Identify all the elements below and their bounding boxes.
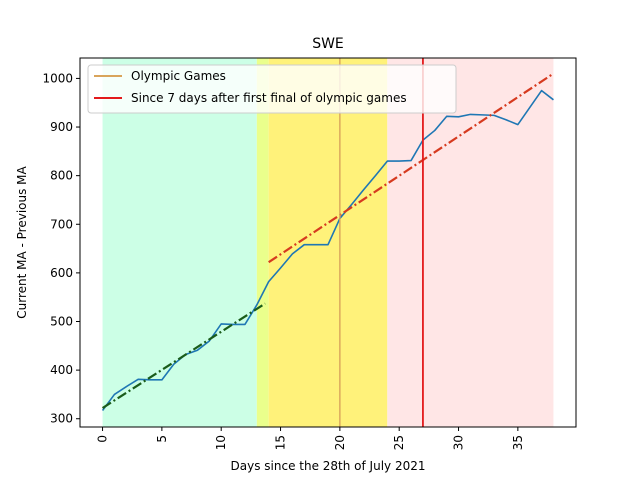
x-tick-label: 35 xyxy=(511,435,525,450)
shaded-region-1 xyxy=(256,58,269,427)
chart-title: SWE xyxy=(312,36,344,52)
y-tick-label: 800 xyxy=(50,169,73,183)
x-tick-label: 25 xyxy=(392,435,406,450)
y-tick-label: 300 xyxy=(50,412,73,426)
x-axis-label: Days since the 28th of July 2021 xyxy=(231,459,426,473)
shaded-region-2 xyxy=(268,58,388,427)
x-tick-label: 0 xyxy=(96,435,110,443)
series-line-1 xyxy=(101,302,266,409)
legend-box xyxy=(87,64,457,114)
x-tick-label: 5 xyxy=(155,435,169,443)
y-tick-label: 600 xyxy=(50,266,73,280)
y-tick-label: 700 xyxy=(50,217,73,231)
y-tick-label: 500 xyxy=(50,315,73,329)
legend-label: Since 7 days after first final of olympi… xyxy=(131,91,407,105)
x-tick-label: 30 xyxy=(452,435,466,450)
series-line-2 xyxy=(268,72,555,264)
y-tick-label: 1000 xyxy=(42,71,73,85)
y-tick-label: 400 xyxy=(50,363,73,377)
x-tick-label: 10 xyxy=(214,435,228,450)
x-tick-label: 20 xyxy=(333,435,347,450)
shaded-region-0 xyxy=(102,58,257,427)
legend: Olympic Games Since 7 days after first fi… xyxy=(87,64,457,114)
x-tick-label: 15 xyxy=(274,435,288,450)
y-axis-label: Current MA - Previous MA xyxy=(15,165,29,318)
shaded-region-3 xyxy=(387,58,554,427)
legend-label: Olympic Games xyxy=(131,69,226,83)
y-tick-label: 900 xyxy=(50,120,73,134)
series-line-0 xyxy=(101,89,554,411)
plot-frame xyxy=(79,57,577,428)
